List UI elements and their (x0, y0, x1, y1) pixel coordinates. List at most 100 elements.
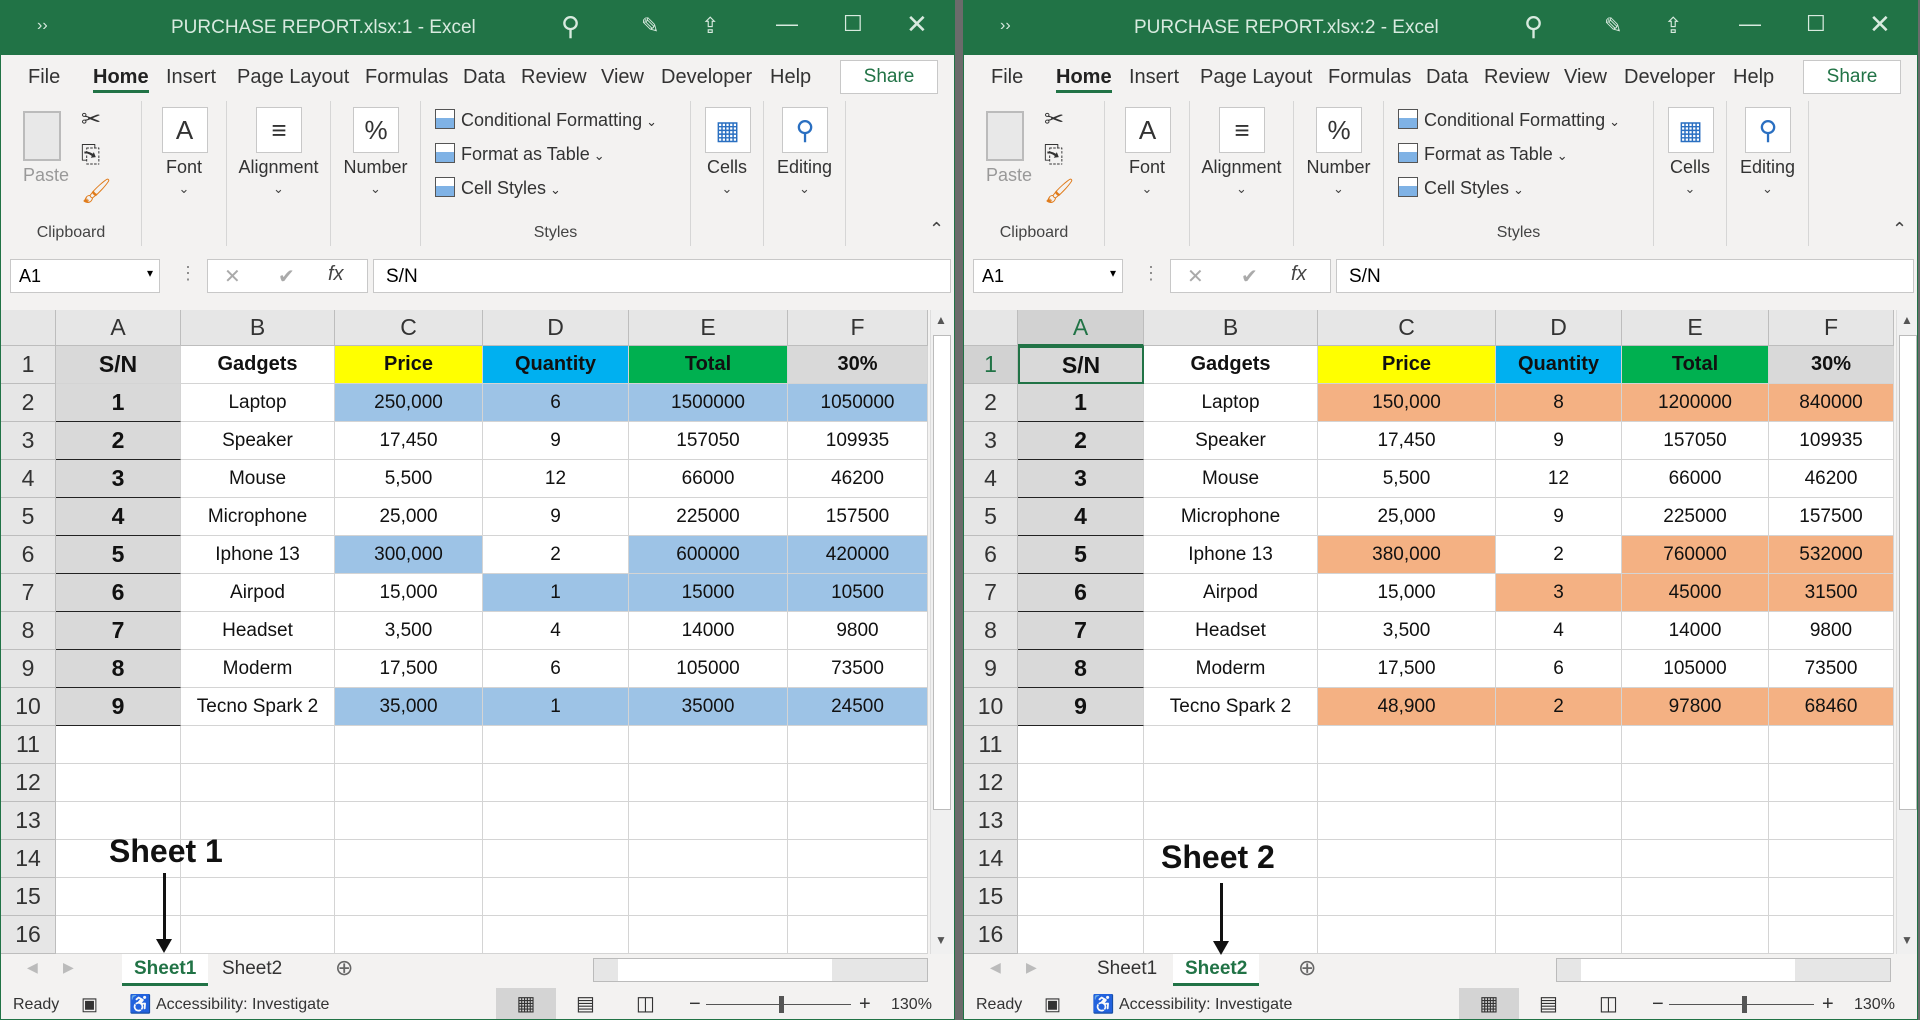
cell-F4[interactable]: 46200 (1769, 460, 1894, 498)
sheet-next-icon[interactable]: ▶ (63, 959, 74, 975)
cell-F6[interactable]: 532000 (1769, 536, 1894, 574)
cell-B10[interactable]: Tecno Spark 2 (181, 688, 335, 726)
tab-view[interactable]: View (1564, 66, 1607, 88)
name-box[interactable]: A1 ▾ (973, 259, 1123, 293)
empty-cell[interactable] (1769, 802, 1894, 840)
empty-cell[interactable] (1018, 878, 1144, 916)
empty-cell[interactable] (335, 878, 483, 916)
number-button[interactable]: Number (1306, 157, 1371, 177)
cell-D4[interactable]: 12 (1496, 460, 1622, 498)
cut-icon[interactable]: ✂ (1044, 106, 1065, 133)
empty-cell[interactable] (1144, 802, 1318, 840)
cell-D7[interactable]: 3 (1496, 574, 1622, 612)
empty-cell[interactable] (788, 916, 928, 954)
empty-cell[interactable] (1318, 878, 1496, 916)
cell-E2[interactable]: 1200000 (1622, 384, 1769, 422)
empty-cell[interactable] (629, 726, 788, 764)
empty-cell[interactable] (1496, 916, 1622, 954)
copy-icon[interactable]: ⎘ (1044, 141, 1064, 168)
empty-cell[interactable] (1144, 764, 1318, 802)
row-header-14[interactable]: 14 (964, 840, 1018, 878)
empty-cell[interactable] (1622, 726, 1769, 764)
name-box[interactable]: A1 ▾ (10, 259, 160, 293)
sheet-prev-icon[interactable]: ◀ (990, 959, 1001, 975)
coauthor-icon[interactable]: ✎ (641, 13, 660, 38)
cell-B10[interactable]: Tecno Spark 2 (1144, 688, 1318, 726)
ribbon-overflow-icon[interactable]: ›› (1000, 17, 1011, 34)
search-icon[interactable]: ⚲ (1524, 11, 1544, 41)
empty-cell[interactable] (1144, 878, 1318, 916)
empty-cell[interactable] (1318, 840, 1496, 878)
tab-developer[interactable]: Developer (1624, 66, 1716, 88)
new-sheet-icon[interactable]: ⊕ (1298, 955, 1317, 980)
cell-E2[interactable]: 1500000 (629, 384, 788, 422)
empty-cell[interactable] (1496, 802, 1622, 840)
cell-A10[interactable]: 9 (56, 688, 181, 726)
cell-B5[interactable]: Microphone (1144, 498, 1318, 536)
column-header-C[interactable]: C (335, 310, 483, 346)
cell-C4[interactable]: 5,500 (335, 460, 483, 498)
sheet-tab-sheet1[interactable]: Sheet1 (1097, 958, 1158, 979)
styles-item-2[interactable]: Cell Styles ⌄ (435, 177, 561, 199)
empty-cell[interactable] (1144, 726, 1318, 764)
cell-F1[interactable]: 30% (1769, 346, 1894, 384)
cell-D6[interactable]: 2 (1496, 536, 1622, 574)
cell-A9[interactable]: 8 (1018, 650, 1144, 688)
row-header-4[interactable]: 4 (964, 460, 1018, 498)
cell-F2[interactable]: 840000 (1769, 384, 1894, 422)
chevron-down-icon[interactable]: ⌄ (1236, 181, 1247, 196)
styles-item-0[interactable]: Conditional Formatting ⌄ (1398, 109, 1620, 131)
cell-D2[interactable]: 8 (1496, 384, 1622, 422)
row-header-2[interactable]: 2 (1, 384, 56, 422)
tab-help[interactable]: Help (1733, 66, 1775, 88)
column-header-C[interactable]: C (1318, 310, 1496, 346)
paste-icon[interactable] (986, 111, 1024, 161)
cell-A5[interactable]: 4 (1018, 498, 1144, 536)
cell-C4[interactable]: 5,500 (1318, 460, 1496, 498)
empty-cell[interactable] (1318, 916, 1496, 954)
tab-page-layout[interactable]: Page Layout (237, 66, 350, 88)
number-button[interactable]: Number (343, 157, 408, 177)
sheet-next-icon[interactable]: ▶ (1026, 959, 1037, 975)
empty-cell[interactable] (335, 840, 483, 878)
row-header-6[interactable]: 6 (964, 536, 1018, 574)
cell-C10[interactable]: 48,900 (1318, 688, 1496, 726)
close-icon[interactable]: ✕ (1869, 9, 1891, 39)
share-button[interactable]: Share (1803, 60, 1901, 94)
row-header-9[interactable]: 9 (1, 650, 56, 688)
page-layout-view-icon[interactable]: ▤ (576, 993, 595, 1015)
row-header-1[interactable]: 1 (964, 346, 1018, 384)
tab-page-layout[interactable]: Page Layout (1200, 66, 1313, 88)
empty-cell[interactable] (1622, 764, 1769, 802)
row-header-11[interactable]: 11 (964, 726, 1018, 764)
row-header-13[interactable]: 13 (964, 802, 1018, 840)
format-painter-icon[interactable]: 🖌 (1044, 178, 1075, 205)
select-all-button[interactable] (1, 310, 56, 346)
formula-input[interactable]: S/N (373, 259, 951, 293)
row-header-16[interactable]: 16 (1, 916, 56, 954)
empty-cell[interactable] (1144, 840, 1318, 878)
cell-F7[interactable]: 10500 (788, 574, 928, 612)
cell-B9[interactable]: Moderm (181, 650, 335, 688)
tab-insert[interactable]: Insert (166, 66, 217, 88)
insert-function-icon[interactable]: fx (1291, 263, 1307, 285)
tab-insert[interactable]: Insert (1129, 66, 1180, 88)
empty-cell[interactable] (1018, 764, 1144, 802)
cell-E1[interactable]: Total (629, 346, 788, 384)
tab-review[interactable]: Review (1484, 66, 1550, 88)
cell-F8[interactable]: 9800 (1769, 612, 1894, 650)
scroll-down-icon[interactable]: ▼ (935, 933, 947, 947)
row-header-11[interactable]: 11 (1, 726, 56, 764)
empty-cell[interactable] (56, 726, 181, 764)
cell-C8[interactable]: 3,500 (335, 612, 483, 650)
number-icon[interactable]: % (353, 107, 399, 153)
cell-E7[interactable]: 45000 (1622, 574, 1769, 612)
empty-cell[interactable] (629, 916, 788, 954)
empty-cell[interactable] (181, 878, 335, 916)
zoom-out-icon[interactable]: − (689, 993, 701, 1015)
cell-B5[interactable]: Microphone (181, 498, 335, 536)
scrollbar-thumb[interactable] (1899, 335, 1917, 810)
cell-F8[interactable]: 9800 (788, 612, 928, 650)
tab-data[interactable]: Data (1426, 66, 1469, 88)
cell-E7[interactable]: 15000 (629, 574, 788, 612)
